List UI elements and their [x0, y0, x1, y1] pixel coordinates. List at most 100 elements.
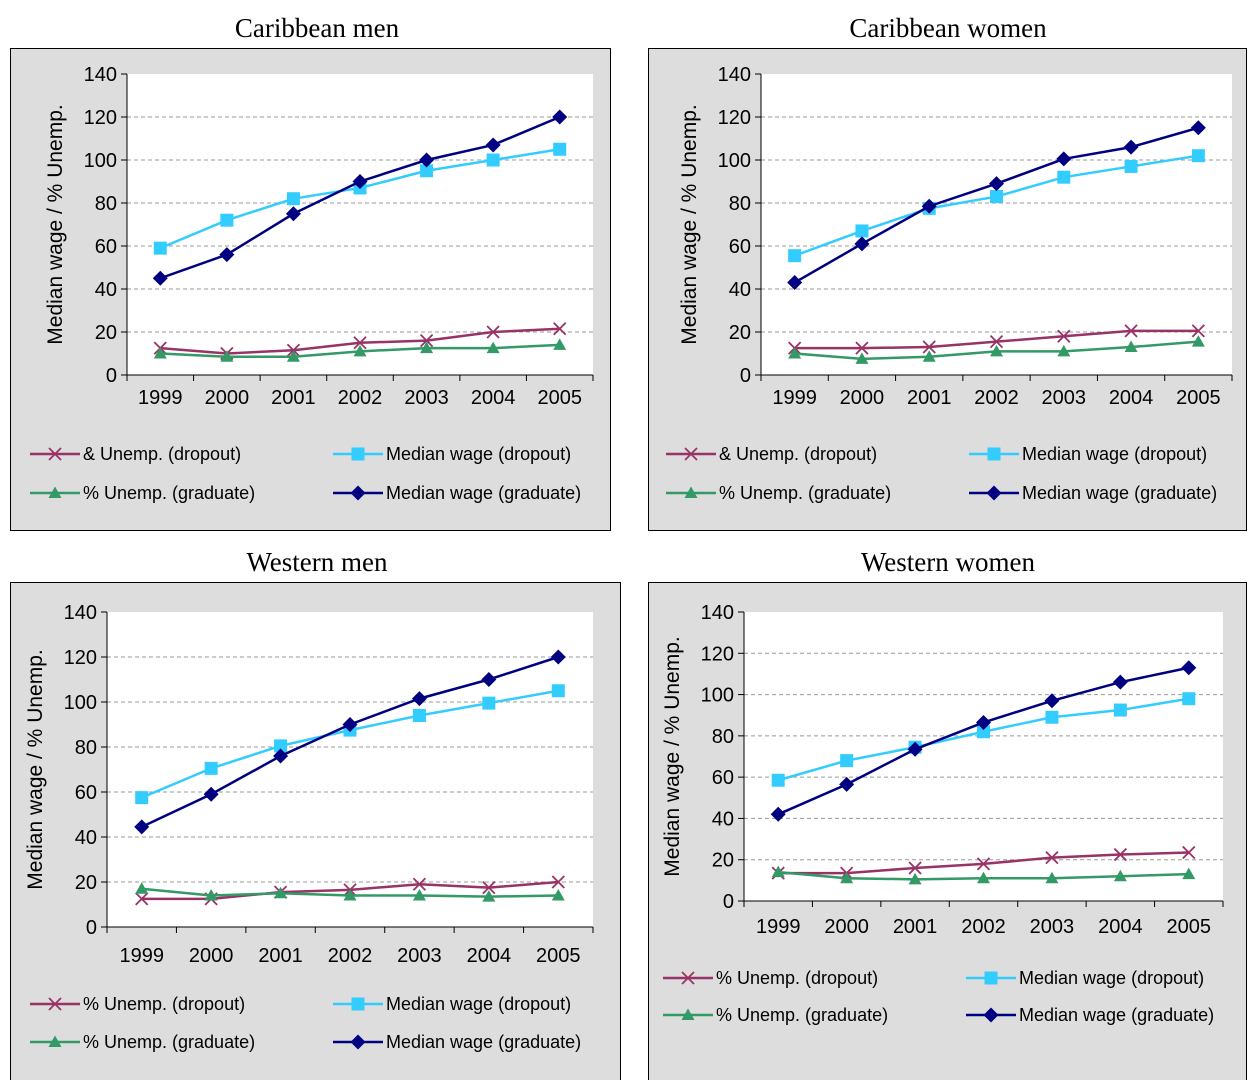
data-point	[787, 275, 803, 291]
chart-title: Western men	[246, 547, 388, 577]
data-point	[482, 880, 496, 895]
y-axis-label: Median wage / % Unemp.	[44, 104, 67, 344]
legend-entry: Median wage (graduate)	[966, 1005, 1214, 1025]
data-point	[855, 352, 869, 364]
y-tick-label: 120	[84, 107, 117, 129]
series-square	[788, 149, 1205, 263]
data-point	[420, 341, 434, 354]
plot-area	[107, 612, 593, 927]
series-diamond	[134, 649, 566, 835]
data-point	[135, 892, 149, 906]
data-point	[908, 872, 922, 885]
chart-title: Caribbean women	[849, 13, 1047, 43]
legend-marker	[681, 971, 695, 985]
data-point	[553, 142, 567, 156]
legend-entry: Median wage (graduate)	[969, 483, 1217, 503]
data-point	[152, 270, 168, 286]
data-point	[1113, 869, 1127, 882]
data-point	[486, 325, 500, 339]
x-tick-label: 2003	[404, 387, 449, 409]
legend-marker	[684, 447, 698, 461]
data-point	[840, 754, 854, 768]
data-point	[485, 137, 501, 153]
data-point	[855, 341, 869, 355]
x-tick-label: 2000	[189, 945, 234, 967]
data-point	[135, 791, 149, 805]
plot-area	[127, 74, 593, 375]
data-point	[771, 865, 785, 878]
data-point	[411, 691, 427, 707]
x-tick-label: 2001	[258, 945, 303, 967]
x-tick-label: 2002	[961, 916, 1006, 938]
legend-marker	[681, 1008, 695, 1020]
data-point	[203, 786, 219, 802]
data-point	[1056, 151, 1072, 167]
data-point	[907, 741, 923, 757]
data-point	[990, 190, 1003, 204]
data-point	[921, 198, 937, 214]
data-point	[1057, 170, 1071, 184]
legend-marker	[983, 1007, 999, 1023]
y-tick-label: 20	[729, 322, 751, 344]
data-point	[286, 350, 300, 362]
data-point	[342, 717, 358, 732]
chart-panel-western-women: Western women 0 20 40 60 80 100 120 140 1999 2000…	[648, 542, 1248, 1080]
data-point	[553, 338, 567, 350]
y-tick-label: 0	[740, 365, 751, 387]
data-point	[551, 875, 565, 889]
data-point	[204, 889, 218, 901]
chart-svg-western-men: 0 20 40 60 80 100 120 140 1999 2000 2001 2002 2003 20…	[10, 582, 621, 1080]
series-square	[771, 692, 1196, 787]
legend-label: % Unemp. (dropout)	[716, 968, 878, 988]
data-point	[220, 213, 234, 227]
data-point	[482, 696, 496, 710]
data-point	[1045, 871, 1059, 884]
y-tick-label: 80	[75, 737, 97, 759]
chart-panel-western-men: Western men 0 20 40 60 80 100 120 140 1999 2000 20…	[10, 542, 624, 1080]
data-point	[353, 344, 367, 357]
y-tick-label: 20	[712, 850, 734, 872]
data-point	[1113, 703, 1127, 717]
x-tick-label: 2004	[1109, 387, 1154, 409]
data-point	[153, 347, 167, 359]
data-point	[419, 333, 434, 348]
data-point	[788, 249, 802, 263]
y-axis-label: Median wage / % Unemp.	[661, 636, 684, 876]
data-point	[1124, 159, 1138, 173]
data-point	[412, 877, 427, 891]
x-tick-label: 2000	[840, 387, 885, 409]
series-diamond	[787, 120, 1206, 291]
x-tick-label: 1999	[756, 916, 801, 938]
y-tick-label: 80	[729, 193, 751, 215]
x-tick-label: 2001	[271, 387, 316, 409]
legend-entry: Median wage (dropout)	[966, 968, 1204, 988]
legend-marker	[350, 1034, 366, 1050]
x-tick-label: 2004	[471, 387, 516, 409]
data-point	[976, 857, 991, 871]
legend-marker	[987, 447, 1001, 461]
x-tick-label: 2002	[974, 387, 1019, 409]
data-point	[1045, 851, 1059, 865]
x-tick-label: 2004	[467, 945, 512, 967]
y-tick-label: 0	[106, 365, 117, 387]
data-point	[553, 322, 567, 336]
data-point	[551, 889, 565, 901]
y-tick-label: 20	[75, 872, 97, 894]
data-point	[839, 776, 855, 792]
legend-entry: Median wage (dropout)	[333, 444, 571, 464]
data-point	[1190, 120, 1206, 136]
legend-label: Median wage (dropout)	[1019, 968, 1204, 988]
x-tick-label: 2001	[893, 916, 938, 938]
y-tick-label: 140	[84, 64, 117, 86]
data-point	[285, 206, 301, 222]
data-point	[552, 109, 568, 125]
data-point	[977, 871, 990, 884]
y-tick-label: 100	[64, 692, 97, 714]
legend-entry: % Unemp. (dropout)	[30, 994, 245, 1014]
legend-label: % Unemp. (dropout)	[83, 994, 245, 1014]
legend-marker	[48, 486, 62, 498]
y-tick-label: 140	[718, 64, 751, 86]
y-tick-label: 100	[718, 150, 751, 172]
y-tick-label: 60	[75, 782, 97, 804]
y-tick-label: 40	[75, 827, 97, 849]
